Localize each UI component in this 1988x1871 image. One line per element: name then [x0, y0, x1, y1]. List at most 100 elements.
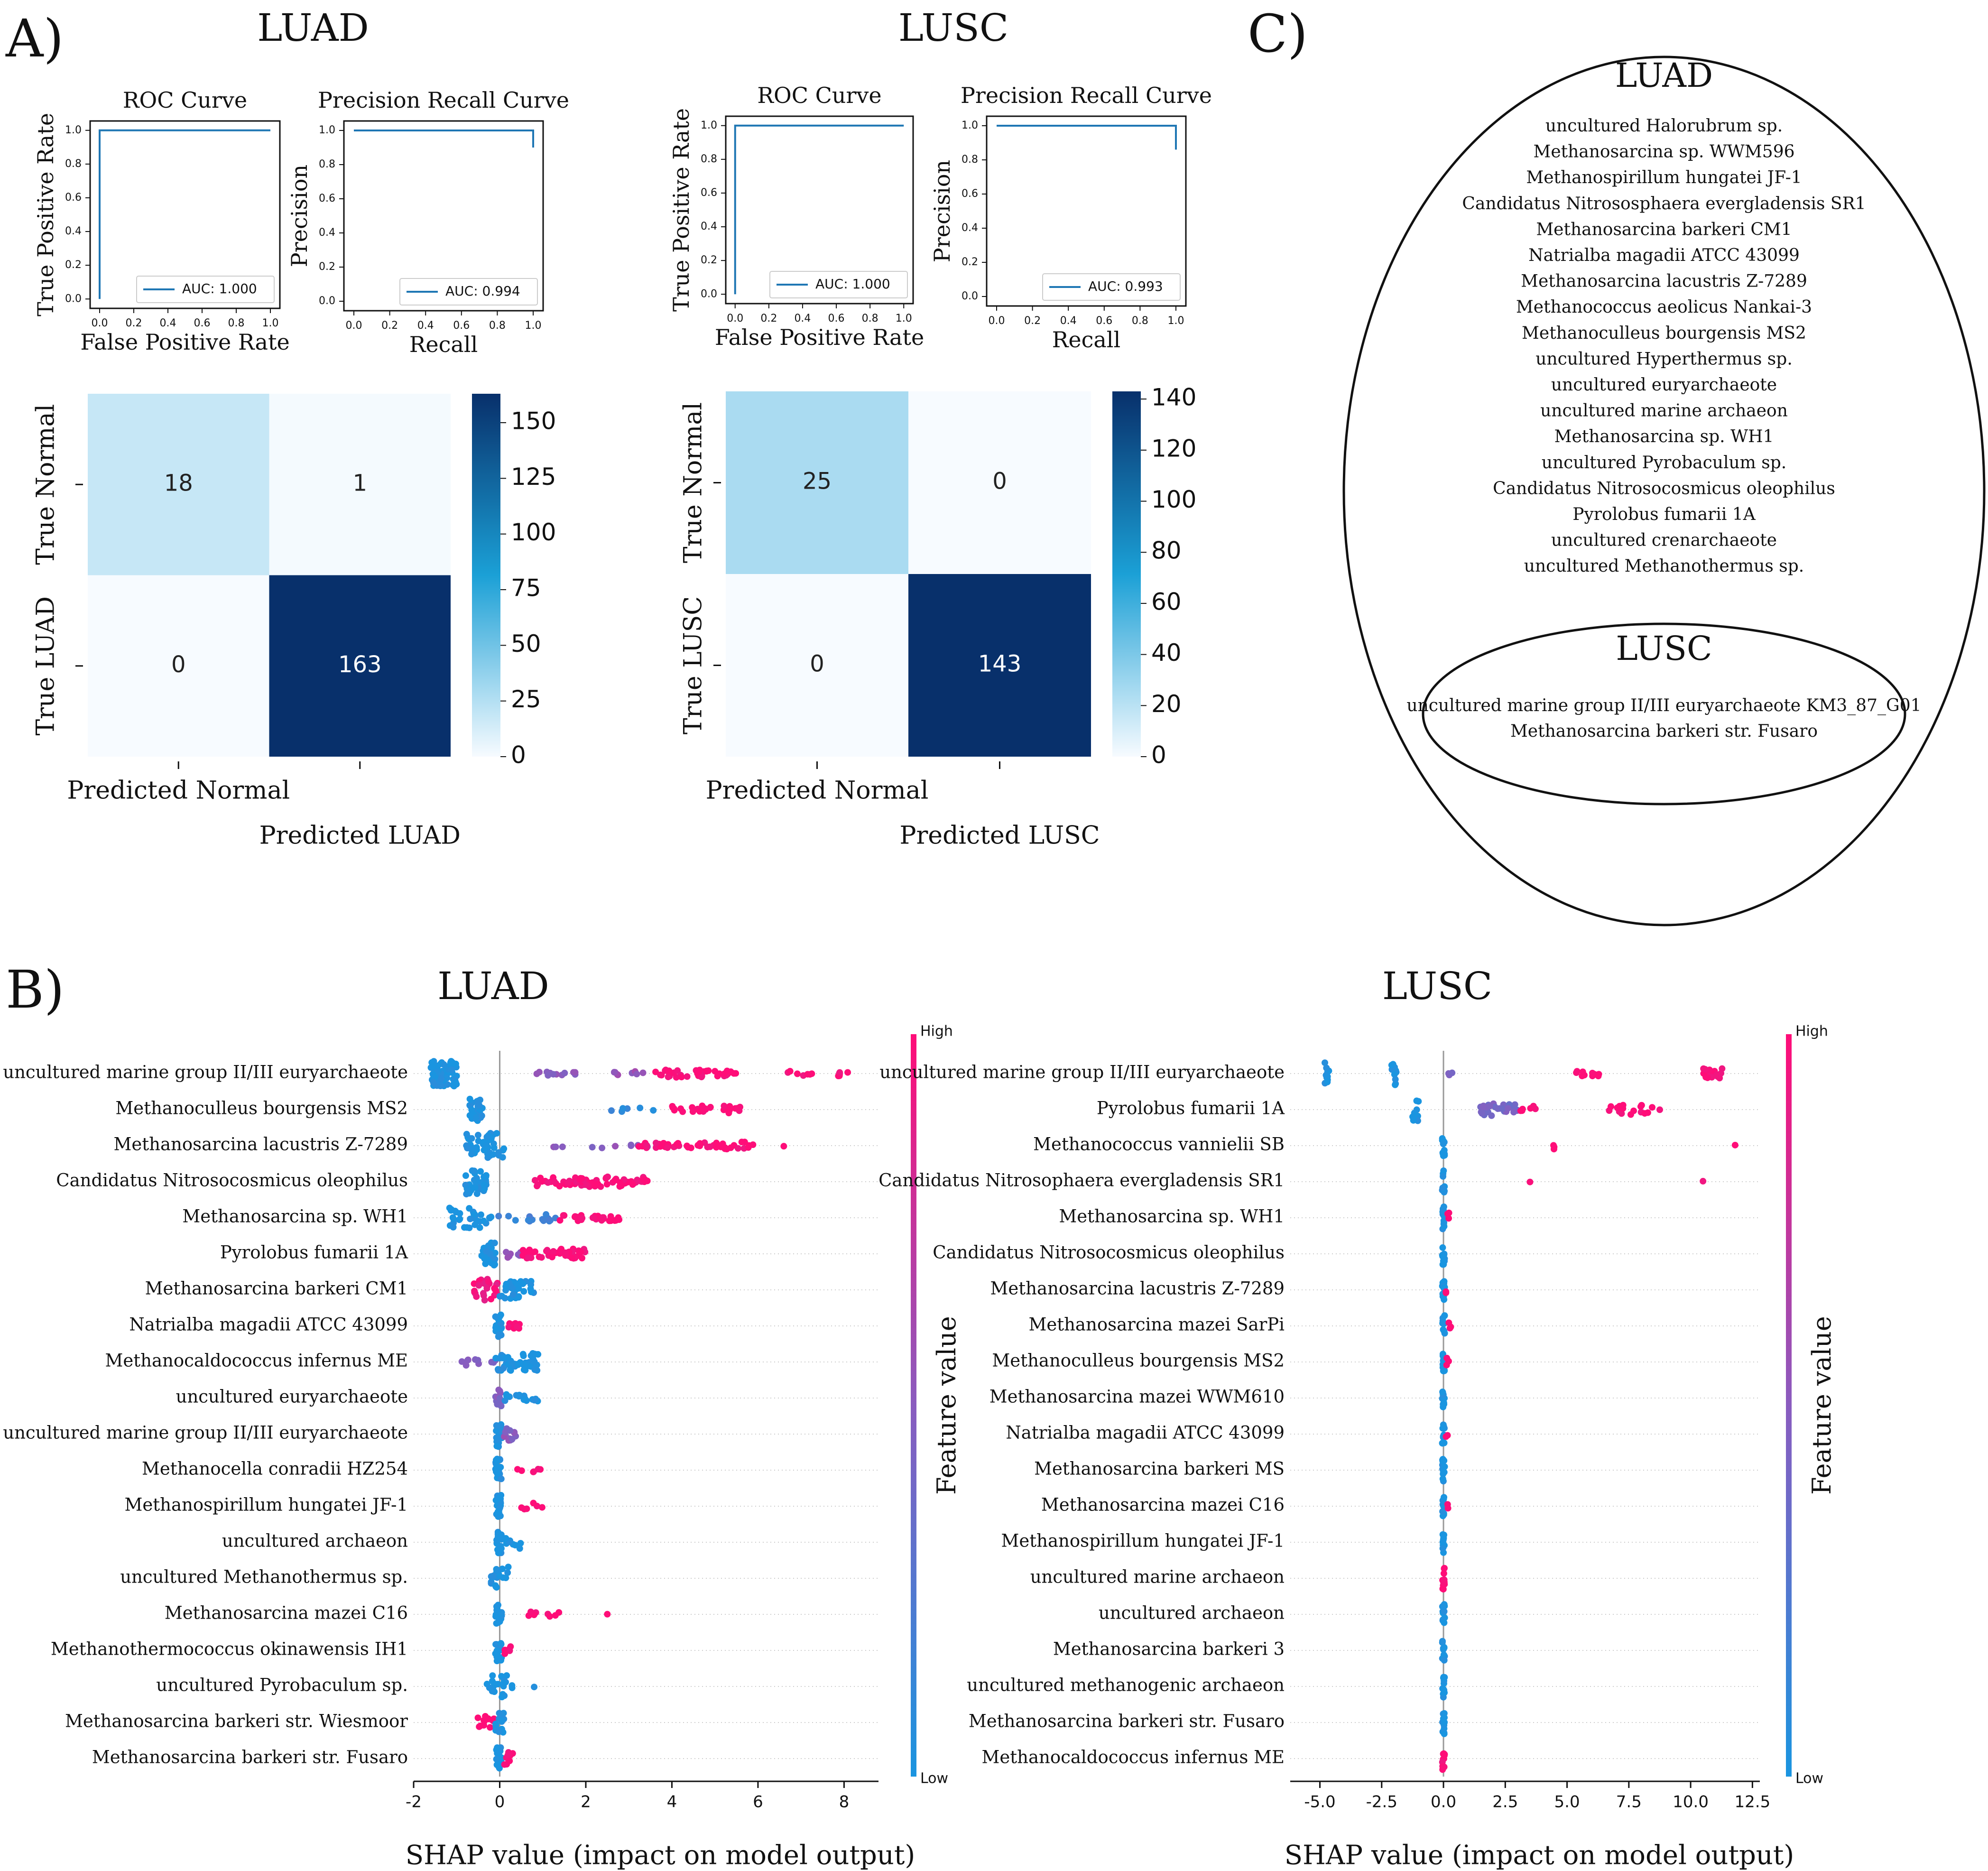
- shap-point: [1440, 1646, 1447, 1653]
- shap-point: [652, 1068, 659, 1075]
- shap-point: [481, 1717, 488, 1724]
- shap-point: [1618, 1110, 1625, 1117]
- y-tick-label: 1.0: [319, 124, 335, 136]
- shap-point: [501, 1761, 508, 1768]
- venn-item-lusc: uncultured marine group II/III euryarcha…: [1406, 696, 1921, 715]
- venn-item-lusc: Methanosarcina barkeri str. Fusaro: [1510, 722, 1818, 741]
- colorbar-tick-label: 20: [1151, 690, 1182, 718]
- shap-point: [1441, 1719, 1448, 1726]
- shap-point: [464, 1188, 471, 1195]
- shap-point: [483, 1248, 490, 1255]
- shap-point: [493, 1434, 500, 1441]
- shap-point: [599, 1144, 606, 1151]
- shap-point: [794, 1070, 801, 1077]
- x-axis-label: Recall: [409, 332, 478, 357]
- venn-item-luad: uncultured marine archaeon: [1540, 401, 1788, 421]
- shap-point: [488, 1296, 495, 1303]
- x-tick-label: 0.2: [1024, 315, 1041, 327]
- x-axis-label: False Positive Rate: [715, 324, 924, 350]
- roc-lusc-plot: ROC Curve 0.0 0.2 0.4 0.6 0.8 1.0 0.0 0.2 0.4 0.6 0…: [668, 83, 924, 350]
- shap-point: [473, 1293, 480, 1300]
- x-tick-label: 0: [495, 1793, 505, 1812]
- shap-point: [516, 1545, 523, 1552]
- plot-title: Precision Recall Curve: [961, 83, 1212, 108]
- shap-point: [525, 1249, 532, 1256]
- x-tick-label: -5.0: [1304, 1793, 1335, 1812]
- legend-label: AUC: 0.993: [1088, 278, 1163, 294]
- shap-point: [1656, 1106, 1663, 1113]
- shap-point: [1443, 1362, 1450, 1369]
- shap-point: [448, 1066, 455, 1074]
- x-tick-label: 1.0: [525, 320, 542, 332]
- col-label: Predicted Normal: [67, 777, 290, 805]
- x-tick-label: 0.4: [160, 317, 176, 329]
- y-tick-label: 0.2: [962, 256, 978, 268]
- shap-point: [452, 1060, 459, 1067]
- shap-point: [562, 1249, 569, 1256]
- y-tick-label: 0.4: [701, 221, 717, 232]
- shap-point: [485, 1278, 492, 1285]
- y-axis-label: True Positive Rate: [668, 108, 694, 312]
- shap-point: [490, 1715, 498, 1723]
- shap-point: [573, 1213, 580, 1221]
- shap-point: [494, 1457, 501, 1464]
- col-label: Predicted Normal: [706, 777, 929, 805]
- colorbar-label: Feature value: [1807, 1316, 1837, 1495]
- y-tick-label: 0.8: [962, 154, 978, 166]
- cell-value: 1: [352, 470, 367, 496]
- x-axis-label: SHAP value (impact on model output): [406, 1840, 915, 1871]
- shap-point: [500, 1365, 507, 1372]
- shap-point: [475, 1138, 482, 1145]
- row-label: True Normal: [32, 404, 60, 565]
- shap-point: [493, 1443, 500, 1450]
- y-tick-label: 1.0: [701, 120, 717, 131]
- shap-point: [502, 1535, 509, 1542]
- shap-point: [1440, 1326, 1447, 1333]
- shap-point: [559, 1143, 566, 1150]
- feature-label: Methanosarcina lacustris Z-7289: [113, 1134, 408, 1155]
- shap-point: [483, 1285, 490, 1292]
- x-tick-label: 0.0: [346, 320, 362, 332]
- shap-point: [512, 1217, 519, 1224]
- shap-point: [513, 1323, 520, 1330]
- shap-point: [738, 1139, 745, 1146]
- matrix-cell: [88, 575, 269, 757]
- shap-point: [734, 1105, 741, 1112]
- shap-point: [707, 1104, 714, 1111]
- shap-point: [1322, 1059, 1329, 1066]
- shap-point: [1479, 1103, 1487, 1111]
- x-tick-label: 0.4: [794, 313, 811, 324]
- shap-point: [497, 1311, 504, 1318]
- shap-point: [476, 1102, 483, 1109]
- panel-a: A) LUAD LUSC ROC Curve 0.0 0.2 0.4 0.6 0.8 1.0 0.0…: [5, 6, 1212, 850]
- cell-value: 143: [978, 651, 1022, 677]
- shap-point: [519, 1280, 527, 1287]
- venn-item-luad: Methanosarcina sp. WH1: [1554, 427, 1774, 446]
- feature-label: uncultured archaeon: [222, 1531, 408, 1551]
- matrix-cell: [269, 575, 451, 757]
- shap-point: [1440, 1140, 1447, 1148]
- shap-point: [474, 1714, 481, 1722]
- shap-point: [498, 1673, 505, 1680]
- colorbar-tick-label: 125: [511, 463, 556, 491]
- feature-label: Methanosarcina barkeri str. Fusaro: [92, 1747, 408, 1768]
- legend-label: AUC: 0.994: [445, 283, 520, 299]
- x-tick-label: 12.5: [1735, 1793, 1771, 1812]
- shap-point: [611, 1176, 619, 1184]
- shap-point: [716, 1070, 723, 1077]
- shap-point: [1439, 1440, 1446, 1447]
- shap-point: [1440, 1750, 1447, 1757]
- shap-point: [1581, 1072, 1588, 1079]
- colorbar-tick-label: 120: [1151, 435, 1196, 462]
- x-tick-label: 5.0: [1554, 1793, 1580, 1812]
- venn-item-luad: uncultured euryarchaeote: [1551, 375, 1777, 395]
- shap-point: [495, 1618, 502, 1625]
- matrix-cell: [726, 391, 908, 574]
- shap-point: [494, 1508, 501, 1515]
- feature-label: Methanosarcina lacustris Z-7289: [990, 1278, 1285, 1299]
- shap-point: [1439, 1638, 1446, 1645]
- shap-title: LUSC: [1382, 964, 1492, 1008]
- shap-point: [468, 1106, 475, 1113]
- shap-point: [531, 1366, 538, 1373]
- shap-point: [478, 1112, 485, 1119]
